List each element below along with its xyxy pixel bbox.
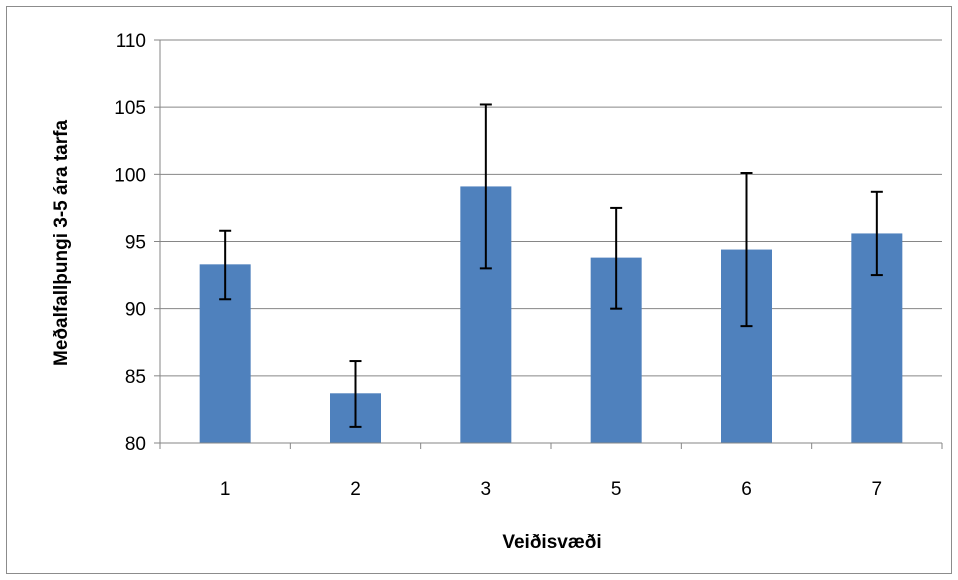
x-tick-label: 3 bbox=[481, 479, 492, 500]
x-tick-label: 1 bbox=[220, 479, 231, 500]
x-axis-tick-labels: 1 2 3 5 6 7 bbox=[220, 479, 882, 500]
x-tick-label: 2 bbox=[350, 479, 361, 500]
y-tick-label: 85 bbox=[125, 367, 146, 388]
y-tick-label: 95 bbox=[125, 233, 146, 254]
x-tick-label: 7 bbox=[872, 479, 883, 500]
y-axis-title: Meðalfallþungi 3-5 ára tarfa bbox=[51, 120, 72, 366]
y-tick-label: 110 bbox=[116, 31, 146, 52]
gridlines bbox=[154, 39, 942, 444]
y-tick-label: 90 bbox=[125, 300, 146, 321]
x-axis-title: Veiðisvæði bbox=[502, 532, 601, 553]
bars bbox=[199, 186, 903, 443]
axes bbox=[159, 40, 943, 449]
x-tick-label: 6 bbox=[741, 479, 752, 500]
y-tick-label: 80 bbox=[125, 434, 146, 455]
y-tick-label: 100 bbox=[114, 165, 146, 186]
y-axis-tick-labels: 80 85 90 95 100 105 110 bbox=[114, 31, 146, 455]
x-tick-label: 5 bbox=[611, 479, 622, 500]
error-bars bbox=[219, 103, 883, 428]
y-tick-label: 105 bbox=[114, 98, 146, 119]
